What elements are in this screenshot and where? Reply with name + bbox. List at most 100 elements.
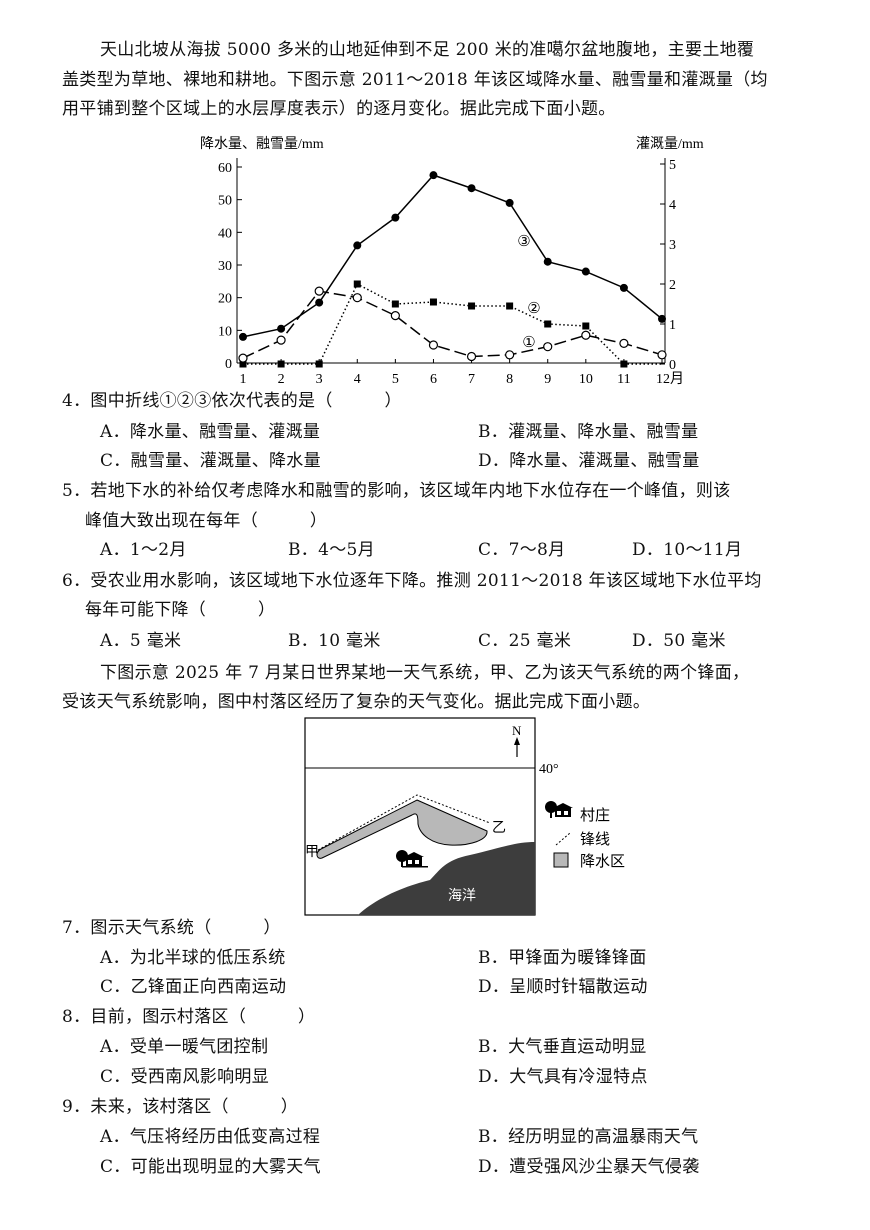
- ocean-area: [358, 842, 535, 915]
- question-stem: 8．目前，图示村落区（ ）: [62, 1007, 316, 1027]
- question-stem: 6．受农业用水影响，该区域地下水位逐年下降。推测 2011～2018 年该区域地…: [62, 571, 762, 591]
- legend-village-icon: [545, 801, 573, 818]
- answer-option: D．呈顺时针辐散运动: [478, 977, 648, 997]
- x-tick-label: 1: [240, 372, 247, 387]
- data-point: [582, 322, 590, 330]
- question-stem: 峰值大致出现在每年（ ）: [62, 511, 328, 531]
- left-tick-label: 0: [225, 357, 232, 372]
- data-point: [466, 351, 477, 362]
- data-point: [429, 171, 438, 180]
- answer-option: B．10 毫米: [288, 631, 381, 651]
- legend-front-icon: [555, 832, 571, 846]
- series-line-3: [242, 290, 663, 359]
- answer-option: A．5 毫米: [100, 631, 182, 651]
- answer-option: A．受单一暖气团控制: [100, 1037, 269, 1057]
- data-point: [238, 353, 248, 363]
- data-point: [506, 302, 514, 310]
- question-stem: 每年可能下降（ ）: [62, 600, 276, 620]
- answer-option: A．1～2月: [100, 540, 187, 560]
- data-point: [543, 257, 552, 266]
- data-point: [505, 198, 514, 207]
- right-tick-label: 5: [669, 158, 676, 173]
- data-point: [391, 213, 400, 222]
- north-label: N: [512, 723, 522, 738]
- data-point: [429, 298, 437, 306]
- legend-front-label: 锋线: [580, 831, 610, 848]
- data-point: [239, 360, 247, 368]
- data-point: [315, 298, 324, 307]
- answer-option: C．受西南风影响明显: [100, 1067, 270, 1087]
- ocean-label: 海洋: [448, 888, 476, 904]
- front-line: [317, 794, 491, 851]
- intro-paragraph-line: 下图示意 2025 年 7 月某日世界某地一天气系统，甲、乙为该天气系统的两个锋…: [100, 663, 750, 683]
- front-yi-label: 乙: [492, 820, 506, 836]
- x-tick-label: 4: [354, 372, 361, 387]
- data-point: [467, 184, 476, 193]
- right-tick-label: 4: [669, 198, 676, 213]
- data-point: [505, 350, 515, 360]
- answer-option: B．大气垂直运动明显: [478, 1037, 647, 1057]
- data-point: [277, 360, 285, 368]
- question-stem: 7．图示天气系统（ ）: [62, 918, 281, 938]
- answer-option: A．降水量、融雪量、灌溉量: [100, 422, 321, 442]
- x-tick-label: 3: [316, 372, 323, 387]
- data-point: [543, 342, 553, 352]
- answer-option: B．经历明显的高温暴雨天气: [478, 1127, 699, 1147]
- data-point: [619, 283, 628, 292]
- data-point: [353, 241, 362, 250]
- intro-paragraph-line: 盖类型为草地、裸地和耕地。下图示意 2011～2018 年该区域降水量、融雪量和…: [62, 70, 768, 90]
- answer-option: C．25 毫米: [478, 631, 572, 651]
- data-point: [239, 332, 247, 341]
- x-tick-label: 6: [430, 372, 437, 387]
- x-tick-label: 8: [506, 372, 513, 387]
- right-tick-label: 1: [669, 318, 676, 333]
- left-tick-label: 10: [218, 324, 232, 339]
- left-tick-label: 60: [218, 161, 232, 176]
- intro-paragraph-line: 天山北坡从海拔 5000 多米的山地延伸到不足 200 米的准噶尔盆地腹地，主要…: [100, 40, 755, 60]
- data-point: [581, 267, 590, 276]
- series-label: ①: [522, 335, 535, 351]
- right-tick-label: 0: [669, 358, 676, 373]
- legend-precip-swatch: [553, 852, 569, 868]
- data-point: [314, 286, 324, 296]
- question-stem: 9．未来，该村落区（ ）: [62, 1097, 299, 1117]
- answer-option: D．10～11月: [632, 540, 743, 560]
- data-point: [428, 340, 439, 350]
- left-tick-label: 40: [218, 226, 232, 241]
- data-point: [390, 311, 400, 321]
- latitude-label: 40°: [539, 762, 559, 777]
- intro-paragraph-line: 用平铺到整个区域上的水层厚度表示）的逐月变化。据此完成下面小题。: [62, 99, 616, 119]
- x-tick-label: 12月: [656, 371, 684, 387]
- answer-option: D．遭受强风沙尘暴天气侵袭: [478, 1157, 700, 1177]
- question-stem: 4．图中折线①②③依次代表的是（ ）: [62, 391, 402, 411]
- right-tick-label: 3: [669, 238, 676, 253]
- x-tick-label: 2: [278, 372, 285, 387]
- data-point: [544, 320, 552, 328]
- legend-precip-label: 降水区: [580, 853, 625, 870]
- data-point: [352, 293, 362, 303]
- north-arrow-icon: [514, 737, 520, 757]
- legend-village-label: 村庄: [580, 806, 610, 824]
- x-tick-label: 7: [468, 372, 475, 387]
- data-point: [657, 350, 667, 360]
- x-tick-label: 5: [392, 372, 399, 387]
- answer-option: C．可能出现明显的大雾天气: [100, 1157, 321, 1177]
- data-point: [315, 360, 323, 368]
- x-tick-label: 11: [617, 372, 630, 387]
- data-point: [620, 360, 628, 368]
- series-label: ③: [517, 234, 530, 250]
- answer-option: C．融雪量、灌溉量、降水量: [100, 451, 321, 471]
- data-point: [619, 338, 629, 348]
- data-point: [276, 335, 286, 345]
- answer-option: B．灌溉量、降水量、融雪量: [478, 422, 699, 442]
- data-point: [277, 324, 286, 333]
- data-point: [658, 314, 666, 323]
- answer-option: B．甲锋面为暖锋锋面: [478, 948, 647, 968]
- answer-option: D．大气具有冷湿特点: [478, 1067, 648, 1087]
- x-tick-label: 9: [544, 372, 551, 387]
- village-icon: [396, 850, 428, 868]
- left-tick-label: 20: [218, 292, 232, 307]
- data-point: [581, 330, 591, 340]
- right-axis-title: 灌溉量/mm: [636, 136, 704, 152]
